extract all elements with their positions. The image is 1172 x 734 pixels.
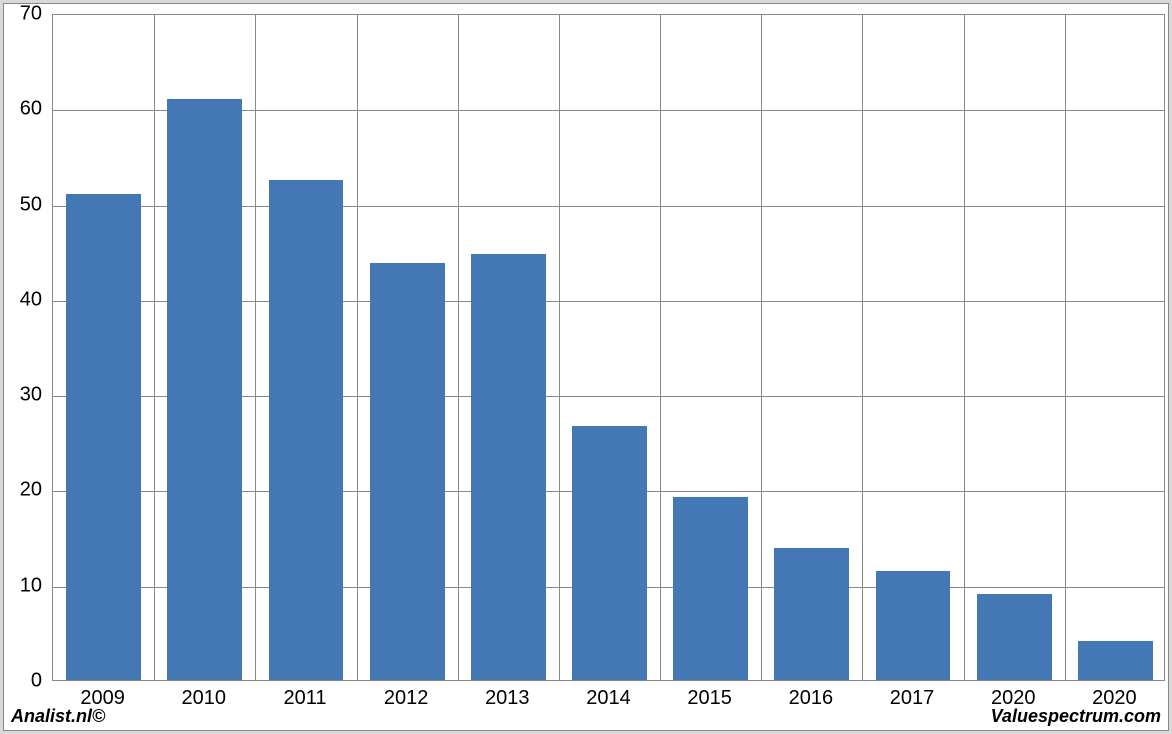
bar	[370, 263, 445, 680]
x-axis-tick-label: 2014	[586, 687, 631, 710]
gridline-vertical	[154, 15, 155, 680]
gridline-vertical	[255, 15, 256, 680]
x-axis-tick-label: 2015	[687, 687, 732, 710]
x-axis-tick-label: 2020	[991, 687, 1036, 710]
bar	[167, 99, 242, 680]
gridline-vertical	[357, 15, 358, 680]
x-axis-tick-label: 2016	[789, 687, 834, 710]
gridline-vertical	[964, 15, 965, 680]
chart-outer-frame: Analist.nl© Valuespectrum.com 0102030405…	[3, 3, 1169, 731]
y-axis-tick-label: 40	[4, 288, 42, 311]
y-axis-tick-label: 70	[4, 3, 42, 26]
x-axis-tick-label: 2012	[384, 687, 429, 710]
bar	[66, 194, 141, 680]
x-axis-tick-label: 2010	[182, 687, 227, 710]
y-axis-tick-label: 20	[4, 479, 42, 502]
gridline-vertical	[761, 15, 762, 680]
x-axis-tick-label: 2013	[485, 687, 530, 710]
x-axis-tick-label: 2017	[890, 687, 935, 710]
bar	[774, 548, 849, 680]
x-axis-tick-label: 2011	[283, 687, 326, 710]
gridline-vertical	[1065, 15, 1066, 680]
gridline-vertical	[660, 15, 661, 680]
gridline-vertical	[458, 15, 459, 680]
bar	[471, 254, 546, 680]
x-axis-tick-label: 2020	[1092, 687, 1137, 710]
chart-plot-area	[52, 14, 1165, 681]
y-axis-tick-label: 60	[4, 98, 42, 121]
bar	[673, 497, 748, 680]
y-axis-tick-label: 30	[4, 384, 42, 407]
bar	[876, 571, 951, 680]
y-axis-tick-label: 0	[4, 670, 42, 693]
y-axis-tick-label: 10	[4, 574, 42, 597]
gridline-vertical	[559, 15, 560, 680]
gridline-vertical	[862, 15, 863, 680]
bar	[1078, 641, 1153, 680]
y-axis-tick-label: 50	[4, 193, 42, 216]
bar	[572, 426, 647, 680]
x-axis-tick-label: 2009	[80, 687, 125, 710]
bar	[269, 180, 344, 680]
bar	[977, 594, 1052, 680]
